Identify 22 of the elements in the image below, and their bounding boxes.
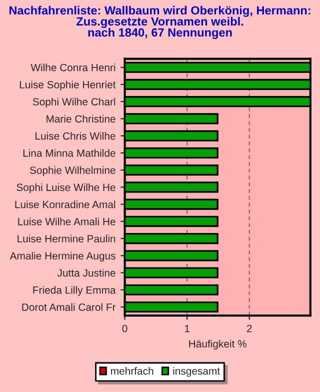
y-tick-label: Marie Christine xyxy=(46,114,116,123)
y-tick-label: Jutta Justine xyxy=(57,268,116,277)
chart-title: Nachfahrenliste: Wallbaum wird Oberkönig, Hermann: Zus.gesetzte Vornamen weibl. nach 1840, 67 Nennungen xyxy=(9,6,310,40)
y-tick-label: Sophi Luise Wilhe He xyxy=(16,183,116,194)
x-tick-label: 0 xyxy=(122,324,128,332)
y-tick-label: Sophi Wilhe Charl xyxy=(32,98,116,108)
y-tick-label: Amalie Hermine Augus xyxy=(10,252,116,262)
legend-label: insgesamt xyxy=(173,367,220,377)
y-tick-label: Luise Wilhe Amali He xyxy=(18,218,116,226)
legend-label: mehrfach xyxy=(111,367,154,375)
y-tick-label: Luise Chris Wilhe xyxy=(36,132,116,140)
y-tick-label: Wilhe Conra Henri xyxy=(30,64,116,72)
y-tick-label: Lina Minna Mathilde xyxy=(23,149,116,157)
y-tick-label: Luise Sophie Henriet xyxy=(20,80,116,90)
y-tick-label: Luise Konradine Amal xyxy=(15,200,116,208)
x-tick-label: 1 xyxy=(184,324,190,332)
y-tick-label: Dorot Amali Carol Fr xyxy=(22,303,116,311)
x-axis-title: Häufigkeit % xyxy=(189,340,246,350)
x-tick-label: 2 xyxy=(246,324,252,332)
y-tick-label: Frieda Lilly Emma xyxy=(33,286,116,296)
y-tick-label: Sophie Wilhelmine xyxy=(30,166,116,176)
y-tick-label: Luise Hermine Paulin xyxy=(18,234,116,242)
